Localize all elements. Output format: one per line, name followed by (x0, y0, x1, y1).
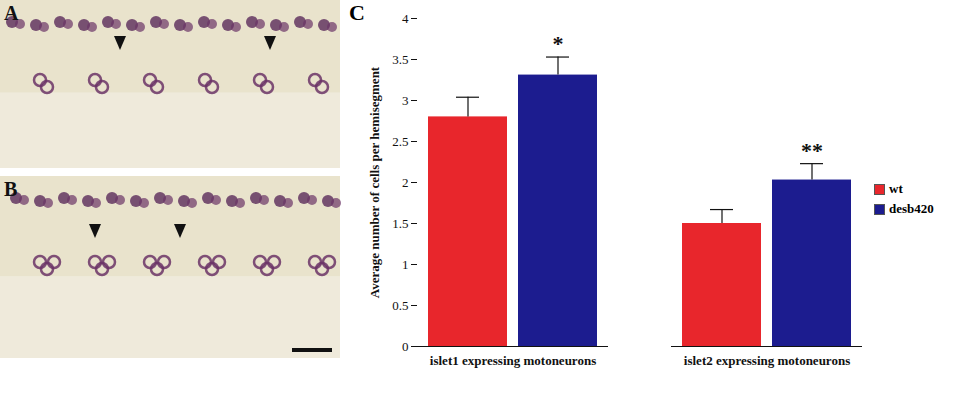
svg-text:**: ** (801, 138, 823, 163)
html-text:desb420: desb420 (889, 201, 934, 216)
svg-text:4: 4 (402, 11, 409, 26)
svg-text:0: 0 (402, 339, 409, 354)
svg-text:Average number of cells per he: Average number of cells per hemisegment (367, 66, 382, 298)
svg-text:A: A (4, 2, 19, 24)
html-text:wt: wt (889, 181, 903, 196)
svg-text:1: 1 (402, 257, 409, 272)
svg-text:B: B (4, 178, 17, 200)
svg-text:3.5: 3.5 (392, 52, 408, 67)
svg-text:3: 3 (402, 93, 409, 108)
svg-text:islet1 expressing motoneurons: islet1 expressing motoneurons (430, 353, 596, 368)
svg-text:0.5: 0.5 (392, 298, 408, 313)
svg-text:*: * (553, 31, 564, 56)
svg-text:islet2 expressing motoneurons: islet2 expressing motoneurons (684, 353, 850, 368)
html-text:C: C (349, 0, 365, 25)
svg-text:2.5: 2.5 (392, 134, 408, 149)
svg-text:2: 2 (402, 175, 409, 190)
svg-text:1.5: 1.5 (392, 216, 408, 231)
